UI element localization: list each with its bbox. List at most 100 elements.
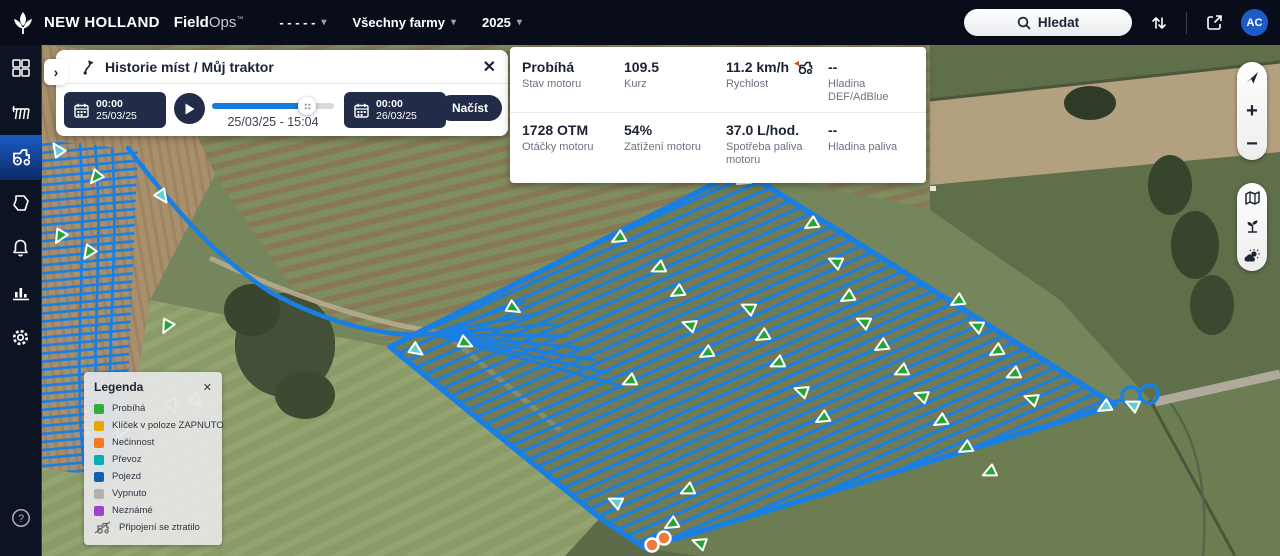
direction-arrow	[650, 259, 668, 273]
legend-swatch	[94, 505, 104, 516]
direction-arrow	[681, 320, 698, 334]
panel-title: Historie míst / Můj traktor	[105, 58, 274, 75]
legend-item: Klíček v poloze ZAPNUTO	[94, 417, 224, 434]
slider-fill	[212, 103, 308, 109]
locate-button[interactable]	[1237, 63, 1267, 93]
end-date: 26/03/25	[376, 110, 417, 122]
legend-swatch	[94, 471, 104, 482]
close-icon[interactable]: ✕	[482, 58, 496, 76]
grip-dots-icon	[303, 102, 311, 110]
tractor-direction-icon	[794, 61, 813, 74]
external-link-icon	[1206, 15, 1222, 30]
direction-arrow	[1023, 394, 1040, 408]
help-icon: ?	[12, 509, 30, 527]
load-button[interactable]: Načíst	[437, 95, 502, 121]
stat-fuel-level: -- Hladina paliva	[828, 122, 898, 153]
sidebar-item-fields[interactable]	[0, 180, 42, 225]
sidebar-item-settings[interactable]	[0, 315, 42, 360]
map-layers-button[interactable]	[1237, 183, 1267, 212]
zoom-controls: + −	[1237, 62, 1267, 160]
legend-item-connection-lost: Připojení se ztratilo	[94, 519, 214, 536]
chevron-right-icon: ›	[53, 64, 59, 80]
idle-point	[656, 530, 672, 546]
direction-arrow	[162, 317, 176, 335]
data-transfer-button[interactable]	[1148, 12, 1170, 34]
slider-handle[interactable]	[298, 97, 317, 115]
farms-dropdown[interactable]: Všechny farmy ▾	[352, 15, 456, 30]
sidebar-item-reports[interactable]	[0, 270, 42, 315]
gear-icon	[12, 329, 29, 346]
start-date-button[interactable]: 00:00 25/03/25	[64, 92, 166, 128]
chevron-down-icon: ▾	[516, 17, 522, 28]
direction-arrow	[407, 341, 424, 356]
legend-panel: Legenda ✕ Probíhá Klíček v poloze ZAPNUTO…	[84, 372, 224, 545]
legend-item: Neznámé	[94, 502, 214, 519]
connection-lost-icon	[94, 521, 111, 534]
vegetation-layer-button[interactable]	[1237, 212, 1267, 241]
panel-collapse-button[interactable]: ›	[44, 59, 68, 85]
year-dropdown[interactable]: 2025 ▾	[481, 15, 522, 30]
legend-swatch	[94, 403, 104, 414]
direction-arrow	[607, 497, 625, 511]
direction-arrow	[893, 362, 911, 376]
start-date: 25/03/25	[96, 110, 137, 122]
history-panel: › Historie míst / Můj traktor ✕	[44, 50, 508, 136]
nav-sidebar: ?	[0, 45, 42, 556]
timeline-slider[interactable]	[212, 97, 334, 115]
zoom-out-button[interactable]: −	[1246, 132, 1258, 155]
stat-engine-rpm: 1728 OTM Otáčky motoru	[522, 122, 594, 153]
direction-arrow	[456, 334, 474, 348]
legend-item: Převoz	[94, 451, 214, 468]
weather-layer-button[interactable]	[1237, 242, 1267, 271]
plant-icon	[1247, 220, 1257, 234]
direction-arrow	[691, 538, 708, 552]
search-button[interactable]: Hledat	[964, 9, 1132, 36]
direction-arrow	[52, 142, 67, 159]
idle-point	[644, 537, 660, 553]
user-avatar[interactable]: AC	[1241, 9, 1268, 36]
chevron-down-icon: ▾	[450, 17, 456, 28]
svg-text:?: ?	[18, 513, 24, 525]
direction-arrow	[670, 283, 687, 297]
direction-arrow	[755, 327, 772, 341]
calendar-icon	[74, 103, 89, 118]
bar-chart-icon	[12, 288, 29, 301]
sidebar-item-implements[interactable]	[0, 90, 42, 135]
brand-name: NEW HOLLAND	[44, 14, 160, 31]
direction-arrow	[840, 288, 857, 302]
chevron-down-icon: ▾	[321, 17, 327, 28]
direction-arrow	[55, 227, 69, 244]
bell-icon	[13, 239, 28, 256]
zoom-in-button[interactable]: +	[1246, 99, 1258, 122]
direction-arrow	[855, 317, 873, 331]
legend-swatch	[94, 437, 104, 448]
direction-arrow	[664, 515, 681, 529]
sidebar-item-vehicles[interactable]	[0, 135, 42, 180]
product-name: FieldOps™	[173, 14, 244, 31]
play-button[interactable]	[174, 93, 205, 124]
slider-timestamp: 25/03/25 - 15:04	[227, 115, 319, 129]
legend-title: Legenda	[94, 380, 144, 394]
legend-item: Probíhá	[94, 400, 214, 417]
close-icon[interactable]: ✕	[202, 381, 212, 394]
external-link-button[interactable]	[1203, 12, 1225, 34]
calendar-icon	[354, 103, 369, 118]
end-date-button[interactable]: 00:00 26/03/25	[344, 92, 446, 128]
direction-arrow	[827, 257, 845, 271]
direction-arrow	[981, 463, 999, 477]
legend-item: Pojezd	[94, 468, 214, 485]
direction-arrow	[804, 215, 821, 229]
direction-arrow	[740, 303, 758, 317]
sidebar-item-notifications[interactable]	[0, 225, 42, 270]
new-holland-leaf-icon	[14, 11, 32, 34]
direction-arrow	[913, 391, 930, 405]
sidebar-item-grid[interactable]	[0, 45, 42, 90]
start-time: 00:00	[96, 98, 123, 110]
help-button[interactable]: ?	[0, 508, 42, 528]
direction-arrow	[968, 321, 986, 335]
stat-engine-load: 54% Zatížení motoru	[624, 122, 702, 153]
org-dropdown[interactable]: - - - - - ▾	[279, 15, 327, 30]
stat-engine-state: Probíhá Stav motoru	[522, 59, 582, 90]
legend-item: Nečinnost	[94, 434, 214, 451]
direction-arrow	[958, 439, 975, 453]
